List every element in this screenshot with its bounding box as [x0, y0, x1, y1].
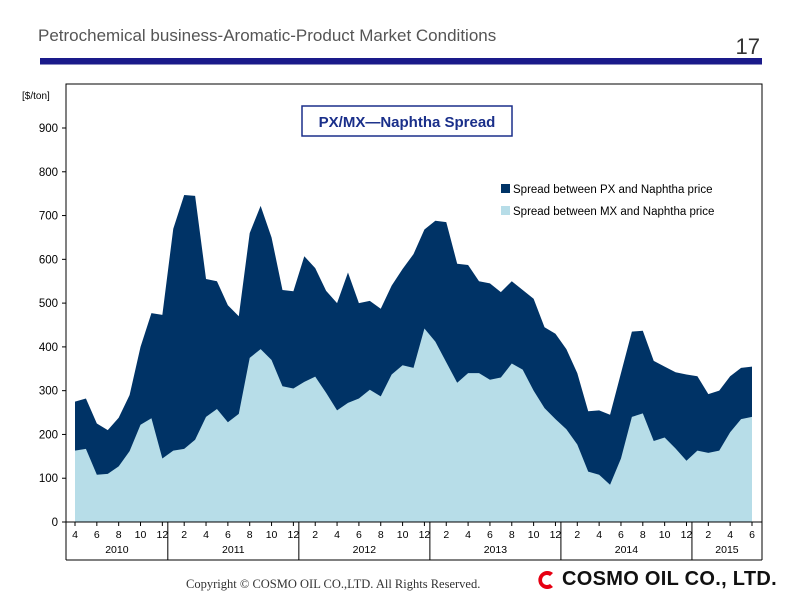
y-tick-label: 600	[39, 254, 58, 266]
x-tick-label: 6	[487, 529, 493, 541]
x-tick-label: 4	[72, 529, 78, 541]
x-tick-label: 8	[509, 529, 515, 541]
x-tick-label: 12	[550, 529, 562, 541]
x-tick-label: 8	[378, 529, 384, 541]
legend-swatch-px	[501, 184, 510, 193]
x-tick-label: 8	[640, 529, 646, 541]
y-tick-label: 500	[39, 298, 58, 310]
x-tick-label: 4	[727, 529, 733, 541]
x-tick-label: 2	[443, 529, 449, 541]
year-label: 2012	[353, 544, 377, 556]
x-tick-label: 10	[135, 529, 147, 541]
legend-label-px: Spread between PX and Naphtha price	[513, 184, 712, 196]
year-label: 2010	[105, 544, 129, 556]
x-tick-label: 4	[465, 529, 471, 541]
x-tick-label: 6	[225, 529, 231, 541]
legend: Spread between PX and Naphtha price Spre…	[501, 184, 714, 218]
chart-title-box: PX/MX―Naphtha Spread	[301, 105, 513, 137]
y-tick-label: 700	[39, 211, 58, 223]
legend-swatch-mx	[501, 206, 510, 215]
x-tick-label: 2	[705, 529, 711, 541]
x-tick-label: 6	[94, 529, 100, 541]
x-tick-label: 12	[419, 529, 431, 541]
x-tick-label: 6	[356, 529, 362, 541]
slide-title: Petrochemical business-Aromatic-Product …	[38, 26, 497, 45]
x-tick-label: 6	[618, 529, 624, 541]
y-tick-label: 0	[52, 517, 58, 529]
footer-copyright: Copyright © COSMO OIL CO.,LTD. All Right…	[186, 577, 481, 591]
x-tick-label: 12	[681, 529, 693, 541]
y-tick-label: 800	[39, 167, 58, 179]
x-tick-label: 2	[181, 529, 187, 541]
year-label: 2011	[222, 544, 245, 556]
mx-spread-area	[75, 328, 752, 522]
year-label: 2015	[715, 544, 739, 556]
year-label: 2014	[615, 544, 639, 556]
x-tick-label: 8	[116, 529, 122, 541]
chart-title: PX/MX―Naphtha Spread	[319, 114, 496, 131]
title-underline	[40, 58, 762, 64]
x-tick-label: 10	[659, 529, 671, 541]
x-tick-label: 12	[157, 529, 169, 541]
cosmo-logo-icon	[538, 570, 553, 589]
y-tick-label: 300	[39, 386, 58, 398]
logo-text: COSMO OIL CO., LTD.	[562, 568, 777, 590]
legend-label-mx: Spread between MX and Naphtha price	[513, 206, 714, 218]
y-tick-label: 200	[39, 429, 58, 441]
year-label: 2013	[484, 544, 508, 556]
y-tick-label: 400	[39, 342, 58, 354]
x-tick-label: 10	[528, 529, 540, 541]
company-logo: COSMO OIL CO., LTD.	[536, 568, 777, 591]
y-tick-label: 100	[39, 473, 58, 485]
x-tick-label: 2	[574, 529, 580, 541]
x-tick-label: 2	[312, 529, 318, 541]
title-underline-thin	[40, 64, 762, 65]
x-tick-label: 6	[749, 529, 755, 541]
x-tick-label: 10	[266, 529, 278, 541]
x-tick-label: 4	[334, 529, 340, 541]
axes: 0 100 200 300 400 500 600 700 800 900 4 6 8 10 12 2 4 6 8 1…	[39, 83, 763, 561]
plot-areas	[75, 194, 752, 523]
x-tick-label: 8	[247, 529, 253, 541]
page-number: 17	[735, 34, 760, 59]
x-tick-label: 4	[203, 529, 209, 541]
x-tick-label: 12	[288, 529, 300, 541]
x-tick-label: 10	[397, 529, 409, 541]
y-axis-label: [$/ton]	[22, 91, 50, 102]
x-tick-label: 4	[596, 529, 602, 541]
y-tick-label: 900	[39, 123, 58, 135]
